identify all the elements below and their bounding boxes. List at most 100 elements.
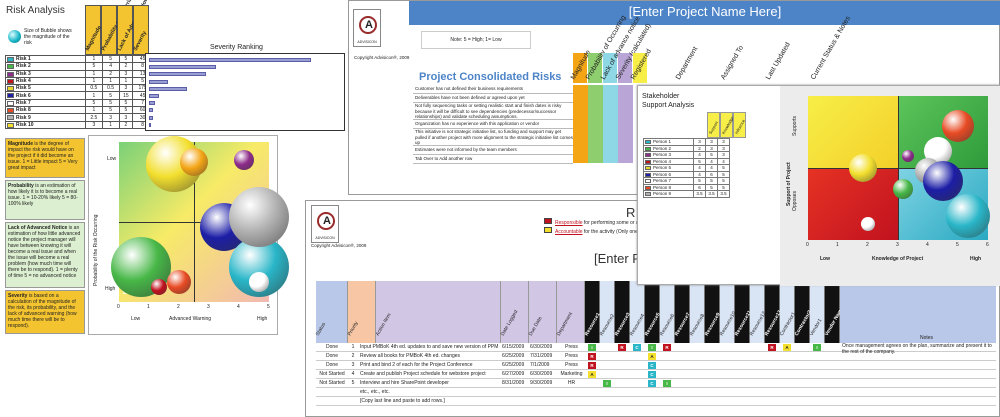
task-column-header[interactable]: Vendor Name [824, 281, 845, 343]
risk-row: Risk 6 1 5 15 45 [5, 91, 153, 100]
task-row[interactable]: etc., etc., etc. [316, 388, 996, 397]
risk-column-header[interactable]: Lack of advance notice [600, 15, 642, 83]
risk-column-header[interactable]: Last Updated [764, 41, 792, 83]
task-column-header[interactable]: Resource11 [734, 281, 753, 343]
risk-description-row[interactable]: This initiative is not strategic initiat… [413, 129, 573, 146]
stakeholder-x-low: Low [820, 256, 830, 262]
risk-value: 1 [101, 120, 120, 129]
task-column-header[interactable]: Vendor1 [809, 281, 825, 343]
risk-swatch [7, 115, 14, 121]
risk-description-row[interactable]: Not fully sequencing tasks or setting re… [413, 103, 573, 120]
task-row[interactable]: [Copy last line and paste to add rows.] [316, 397, 996, 406]
risk-value: 5 [101, 91, 120, 100]
task-row[interactable]: Not Started 5 Interview and hire SharePoin… [316, 379, 996, 388]
risk-column-header[interactable]: Registered [629, 48, 653, 83]
risk-value: 1 [118, 76, 134, 86]
raci-cell[interactable]: R [618, 344, 626, 351]
risk-column-header[interactable]: Assigned To [719, 44, 746, 83]
raci-cell[interactable]: C [648, 380, 656, 387]
task-column-header[interactable]: Department [556, 281, 585, 343]
raci-cell[interactable]: R [588, 353, 596, 360]
x-tick: 0 [806, 242, 809, 248]
risk-description-row[interactable]: Deliverables have not been defined or ag… [413, 94, 573, 103]
raci-cell[interactable]: C [648, 362, 656, 369]
task-column-header[interactable]: Resource10 [719, 281, 737, 343]
risk-row: Risk 10 3 1 2 8 [5, 120, 153, 129]
risk-column-header[interactable]: Department [674, 45, 700, 83]
raci-cell[interactable]: R [588, 362, 596, 369]
task-row[interactable]: Done 3 Print and bind 2 of each for the Pr… [316, 361, 996, 370]
task-column-header[interactable]: Resource8 [689, 281, 706, 343]
risk-column-header[interactable]: Magnitude [569, 49, 593, 83]
task-item: etc., etc., etc. [360, 389, 390, 395]
risk-value: 5 [118, 98, 134, 108]
risk-description-row[interactable]: Tab Over to Add another row [413, 155, 573, 164]
project-name-header[interactable]: [Enter Project Name Here] [409, 1, 1000, 25]
task-column-header[interactable]: Resource7 [674, 281, 692, 343]
task-department: Press [565, 353, 578, 359]
task-column-header[interactable]: Resource2 [599, 281, 616, 343]
task-column-header[interactable]: Resource4 [629, 281, 646, 343]
task-column-header[interactable]: Contractor2 [794, 281, 813, 343]
risk-value: 5 [101, 54, 120, 64]
x-tick: 1 [147, 304, 150, 310]
task-due-date: 7/31/2009 [530, 353, 553, 359]
task-column-header[interactable]: Due Date [528, 281, 557, 343]
raci-cell[interactable]: C [633, 344, 641, 351]
raci-cell[interactable]: I [813, 344, 821, 351]
raci-cell[interactable]: I [588, 344, 596, 351]
raci-cell[interactable]: I [663, 380, 671, 387]
risk-swatch [7, 71, 14, 77]
risk-description-row[interactable]: Organization has no experience with this… [413, 120, 573, 129]
raci-cell[interactable]: I [648, 344, 656, 351]
stakeholder-column-header: Influence [733, 112, 746, 138]
risk-row: Risk 1 1 5 5 45 [5, 54, 153, 64]
task-number: 2 [351, 353, 355, 359]
raci-cell[interactable]: A [588, 371, 596, 378]
severity-bar [149, 79, 168, 84]
stakeholder-plot [808, 96, 990, 240]
bubble-key-icon [8, 30, 21, 43]
raci-cell[interactable]: R [768, 344, 776, 351]
risk-column-header[interactable]: Current Status & Notes [809, 15, 852, 83]
stakeholder-x-ticks: 0 1 2 3 4 5 6 [806, 242, 989, 250]
task-column-header[interactable]: Resource5 [644, 281, 662, 343]
raci-cell[interactable]: C [648, 371, 656, 378]
risk-column-header[interactable]: Severity (calculated) [614, 22, 653, 83]
risk-bubble [180, 148, 208, 176]
task-column-header[interactable]: Resource1 [584, 281, 602, 343]
raci-cell[interactable]: R [663, 344, 671, 351]
task-column-header[interactable]: Status [315, 281, 348, 343]
raci-cell[interactable]: A [648, 353, 656, 360]
task-row[interactable]: Not Started 4 Create and publish Project s… [316, 370, 996, 379]
task-column-header[interactable]: Resource13 [764, 281, 783, 343]
task-table-body: Done 1 Input PMBoK 4th ed. updates to and … [316, 343, 996, 406]
raci-cell[interactable]: I [603, 380, 611, 387]
task-column-header[interactable]: Contractor1 [779, 281, 797, 343]
x-tick: 0 [117, 304, 120, 310]
risk-bubble [249, 272, 269, 292]
task-column-header[interactable]: Action Item [375, 281, 501, 343]
risk-column-header[interactable]: Probability of Occurring [585, 14, 627, 83]
risk-description-row[interactable]: Customer has not defined their business … [413, 85, 573, 94]
task-row[interactable]: Done 1 Input PMBoK 4th ed. updates to and … [316, 343, 996, 352]
stakeholder-y-high: Supports [792, 115, 798, 136]
risk-row: Risk 5 0.5 0.5 3 175 [5, 84, 153, 93]
risk-bubble [229, 187, 289, 247]
task-column-header[interactable]: Resource9 [704, 281, 722, 343]
person-swatch [645, 179, 651, 183]
header-severity: Severity [133, 5, 149, 55]
task-column-header[interactable]: Priority [347, 281, 376, 343]
risk-value: 1 [85, 54, 103, 64]
task-row[interactable]: Done 2 Review all books for PMBoK 4th ed. … [316, 352, 996, 361]
task-column-header[interactable]: Resource3 [614, 281, 632, 343]
task-column-header[interactable]: Notes [840, 281, 996, 343]
note-heading: Probability [8, 183, 34, 189]
raci-cell[interactable]: A [783, 344, 791, 351]
task-column-header[interactable]: Resource6 [659, 281, 676, 343]
risk-description-row[interactable]: Estimates were not informed by the team … [413, 146, 573, 155]
person-value: 3.5 [705, 190, 718, 198]
task-column-header[interactable]: Date Logged [500, 281, 529, 343]
risk-row: Risk 8 1 5 5 60 [5, 106, 153, 115]
task-column-header[interactable]: Resource12 [749, 281, 767, 343]
